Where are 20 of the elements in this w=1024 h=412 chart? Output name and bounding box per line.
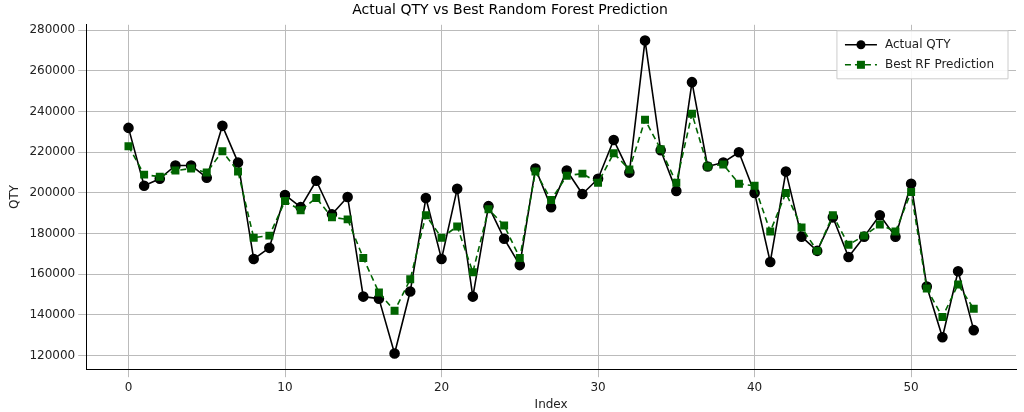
y-tick-label: 280000	[29, 22, 76, 37]
x-tick-label: 40	[746, 379, 763, 394]
y-tick-label: 140000	[29, 307, 76, 322]
legend-label: Best RF Prediction	[884, 56, 995, 71]
y-tick-label: 240000	[29, 103, 76, 118]
x-tick-label: 0	[124, 379, 133, 394]
y-tick-label: 160000	[29, 266, 76, 281]
y-tick-label: 180000	[29, 225, 76, 240]
y-axis-title: QTY	[7, 184, 22, 210]
y-tick-label: 120000	[29, 347, 76, 362]
x-tick-label: 20	[433, 379, 450, 394]
chart-title: Actual QTY vs Best Random Forest Prediction	[352, 1, 668, 18]
y-tick-label: 260000	[29, 63, 76, 78]
y-tick-label: 220000	[29, 144, 76, 159]
x-tick-label: 10	[277, 379, 293, 394]
x-axis-title: Index	[534, 396, 568, 411]
y-tick-label: 200000	[29, 185, 76, 200]
x-tick-label: 50	[903, 379, 919, 394]
legend-label: Actual QTY	[884, 36, 952, 51]
x-tick-label: 30	[590, 379, 606, 394]
